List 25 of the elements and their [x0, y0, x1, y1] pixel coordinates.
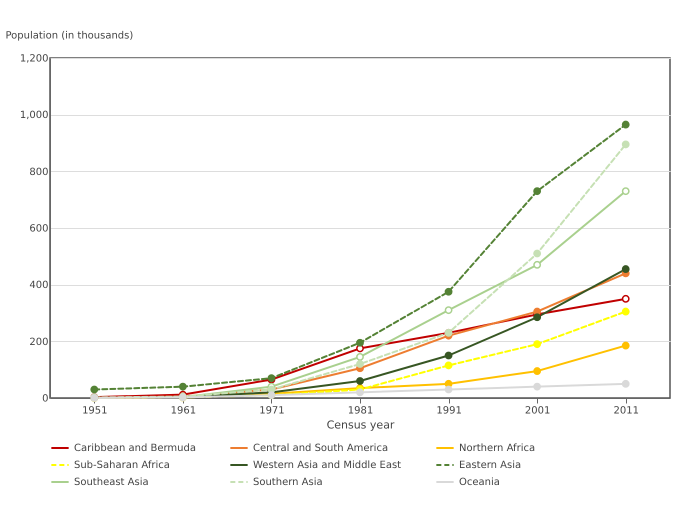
x-tick-label: 1981 [348, 406, 374, 416]
y-tick-label: 1,200 [20, 54, 48, 64]
legend-label: Oceania [459, 477, 500, 488]
x-tick-label: 1991 [436, 406, 462, 416]
legend-label: Caribbean and Bermuda [74, 443, 196, 454]
x-tick-label: 2001 [524, 406, 550, 416]
x-tick-label: 1951 [82, 406, 108, 416]
y-tick-label: 200 [29, 336, 48, 348]
y-axis-title: Population (in thousands) [6, 30, 134, 42]
legend-label: Eastern Asia [459, 460, 522, 471]
legend-label: Central and South America [253, 443, 388, 454]
y-tick-label: 0 [42, 394, 48, 404]
y-tick-label: 1,000 [20, 110, 48, 122]
legend-label: Southeast Asia [74, 477, 149, 488]
legend-label: Northern Africa [459, 443, 536, 454]
x-axis-title: Census year [326, 418, 395, 432]
legend-label: Western Asia and Middle East [253, 460, 402, 471]
legend-label: Southern Asia [253, 477, 323, 488]
x-tick-label: 2011 [613, 406, 639, 416]
x-tick-label: 1971 [259, 406, 285, 416]
y-tick-label: 800 [29, 166, 48, 178]
y-tick-label: 400 [29, 280, 48, 292]
y-tick-label: 600 [29, 224, 48, 234]
legend-label: Sub-Saharan Africa [74, 460, 170, 471]
x-tick-label: 1961 [170, 406, 196, 416]
